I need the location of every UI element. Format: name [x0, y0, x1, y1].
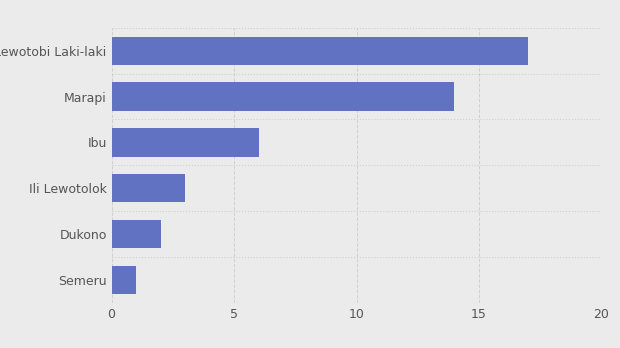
Bar: [112, 128, 259, 157]
Bar: [112, 220, 161, 248]
Bar: [112, 266, 136, 294]
Bar: [112, 82, 454, 111]
Bar: [112, 174, 185, 203]
Bar: [112, 37, 528, 65]
